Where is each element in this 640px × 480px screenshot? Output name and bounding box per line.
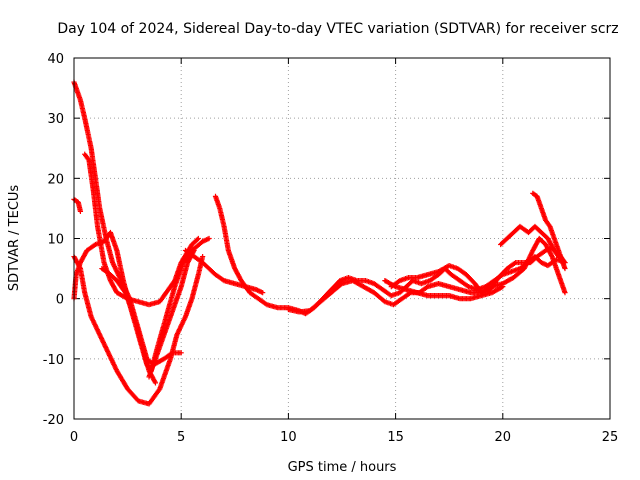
data-point xyxy=(500,284,506,290)
plot-area xyxy=(71,79,568,407)
data-point xyxy=(152,380,159,386)
data-point xyxy=(178,350,184,356)
data-point xyxy=(191,247,197,254)
x-tick-label: 15 xyxy=(387,430,404,445)
x-tick-label: 0 xyxy=(70,430,78,445)
data-point xyxy=(206,235,212,242)
data-point xyxy=(195,235,201,242)
x-tick-label: 10 xyxy=(280,430,297,445)
data-point xyxy=(77,208,84,215)
grid xyxy=(74,58,610,419)
series-track-d xyxy=(71,253,206,407)
y-tick-label: 40 xyxy=(47,52,64,67)
y-axis-label: SDTVAR / TECUs xyxy=(7,185,22,292)
data-point xyxy=(260,290,266,296)
x-tick-label: 20 xyxy=(495,430,512,445)
series-track-i xyxy=(212,193,568,317)
series-track-f xyxy=(99,265,159,386)
y-tick-label: 30 xyxy=(47,112,64,127)
x-tick-label: 25 xyxy=(602,430,619,445)
data-point xyxy=(194,236,200,243)
series-track-g xyxy=(146,247,197,380)
y-tick-label: -20 xyxy=(43,413,64,428)
chart-title: Day 104 of 2024, Sidereal Day-to-day VTE… xyxy=(57,21,618,37)
series-track-k xyxy=(388,244,568,296)
series-track-l xyxy=(382,278,506,302)
series-track-c xyxy=(71,196,84,215)
x-axis-label: GPS time / hours xyxy=(288,460,397,475)
data-point xyxy=(562,265,568,272)
data-point xyxy=(562,290,568,296)
y-tick-label: 0 xyxy=(56,293,64,308)
series-track-n xyxy=(530,190,568,272)
y-tick-label: 20 xyxy=(47,172,64,187)
y-tick-label: -10 xyxy=(43,353,64,368)
y-tick-label: 10 xyxy=(47,233,64,248)
data-point xyxy=(200,253,206,260)
plot-frame xyxy=(73,57,611,420)
x-tick-label: 5 xyxy=(177,430,185,445)
